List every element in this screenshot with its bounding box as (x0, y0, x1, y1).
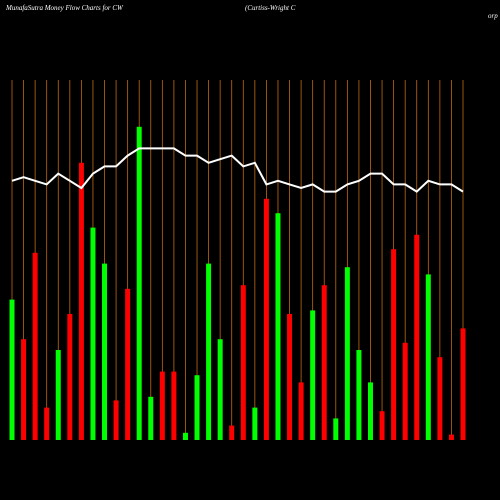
bar (125, 288, 131, 440)
bar (67, 314, 73, 440)
bar (171, 371, 177, 440)
bar (379, 411, 385, 440)
bar (414, 234, 420, 440)
bar (402, 342, 408, 440)
bar (344, 267, 350, 440)
chart-title: MunafaSutra Money Flow Charts for CW (5, 4, 124, 12)
bar (425, 274, 431, 440)
bar (252, 407, 258, 440)
bar (148, 396, 154, 440)
bar (356, 350, 362, 440)
bar (391, 249, 397, 440)
bar (240, 285, 246, 440)
bar (217, 339, 223, 440)
bar (194, 375, 200, 440)
bar (136, 126, 142, 441)
bar (229, 425, 235, 440)
bar (298, 382, 304, 440)
bar (275, 213, 281, 440)
bar (460, 328, 466, 440)
bar (90, 227, 96, 440)
chart-subtitle-cut: orp (488, 12, 498, 20)
bar (367, 382, 373, 440)
bar (9, 299, 15, 440)
line (11, 147, 464, 193)
bar (32, 252, 38, 440)
bar (159, 371, 165, 440)
bar (310, 310, 316, 440)
bar (182, 432, 188, 440)
bar (287, 314, 293, 440)
chart-subtitle: (Curtiss-Wright C (245, 4, 296, 12)
bar (206, 263, 212, 440)
bar (263, 198, 269, 440)
bar (78, 162, 84, 441)
bar (102, 263, 108, 440)
bar (321, 285, 327, 440)
bar (333, 418, 339, 440)
bar (437, 357, 443, 440)
bar (55, 350, 61, 440)
bar (21, 339, 27, 440)
bar (113, 400, 119, 440)
bar (44, 407, 50, 440)
bar (448, 434, 454, 440)
